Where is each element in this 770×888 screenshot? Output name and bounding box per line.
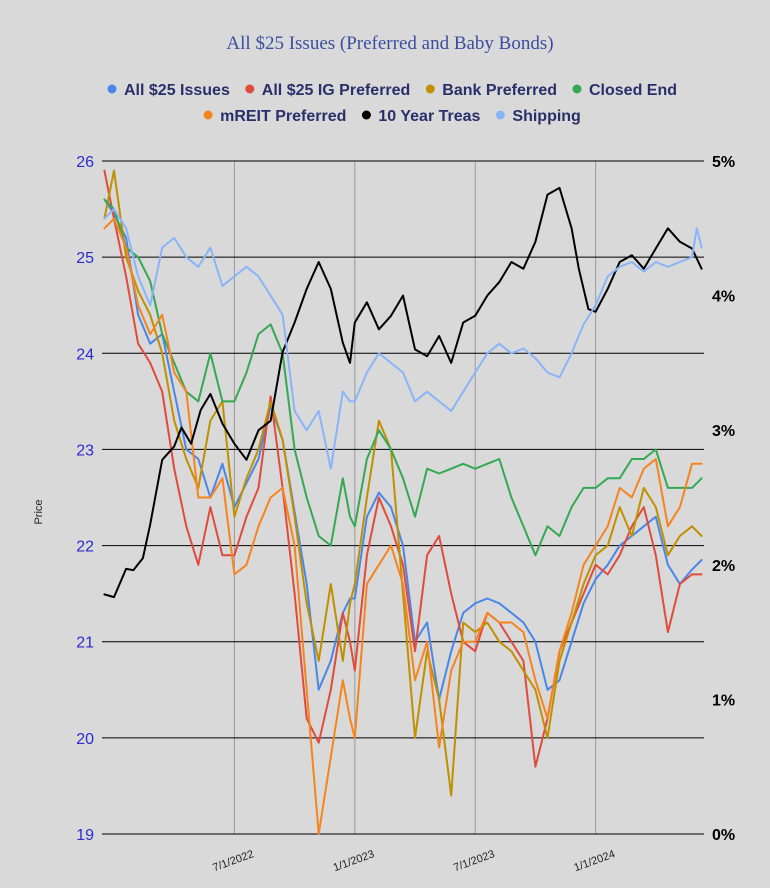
vertical-gridlines	[233, 161, 597, 834]
legend-label: All $25 IG Preferred	[262, 82, 411, 99]
left-tick-label: 25	[76, 250, 94, 267]
legend-label: Shipping	[512, 108, 580, 125]
legend-swatch	[107, 84, 117, 94]
legend-swatch	[425, 84, 435, 94]
legend-item: Shipping	[495, 108, 581, 125]
legend-label: Bank Preferred	[442, 82, 557, 99]
right-tick-label: 4%	[712, 289, 735, 306]
legend-label: Closed End	[589, 82, 677, 99]
left-tick-label: 26	[76, 154, 94, 171]
legend-item: mREIT Preferred	[203, 108, 346, 125]
right-axis-ticks: 0% 1% 2% 3% 4% 5%	[712, 154, 735, 844]
legend-label: mREIT Preferred	[220, 108, 346, 125]
right-tick-label: 2%	[712, 558, 735, 575]
legend-item: Closed End	[572, 82, 677, 99]
series-line-1	[103, 169, 703, 768]
right-tick-label: 3%	[712, 423, 735, 440]
legend-swatch	[361, 110, 371, 120]
legend-item: All $25 Issues	[107, 82, 230, 99]
legend-swatch	[245, 84, 255, 94]
y-axis-label: Price	[33, 499, 45, 524]
right-tick-label: 0%	[712, 827, 735, 844]
left-tick-label: 20	[76, 731, 94, 748]
right-tick-label: 5%	[712, 154, 735, 171]
series-line-3	[103, 198, 703, 557]
series-line-6	[103, 208, 703, 470]
left-axis-ticks: 19 20 21 22 23 24 25 26	[76, 154, 94, 844]
left-tick-label: 23	[76, 442, 94, 459]
series-line-2	[103, 169, 703, 797]
left-tick-label: 19	[76, 827, 94, 844]
left-tick-label: 24	[76, 346, 94, 363]
left-tick-label: 21	[76, 635, 94, 652]
right-tick-label: 1%	[712, 692, 735, 709]
legend-swatch	[203, 110, 213, 120]
legend-swatch	[495, 110, 505, 120]
legend-item: 10 Year Treas	[361, 108, 481, 125]
legend-label: 10 Year Treas	[378, 108, 480, 125]
series-line-4	[103, 217, 703, 835]
legend-swatch	[572, 84, 582, 94]
legend: All $25 Issues All $25 IG Preferred Bank P…	[107, 82, 677, 125]
chart-title: All $25 Issues (Preferred and Baby Bonds…	[226, 33, 553, 54]
legend-label: All $25 Issues	[124, 82, 230, 99]
legend-item: Bank Preferred	[425, 82, 557, 99]
legend-item: All $25 IG Preferred	[245, 82, 410, 99]
series-lines	[103, 169, 703, 835]
left-tick-label: 22	[76, 539, 94, 556]
series-line-5	[103, 186, 703, 599]
